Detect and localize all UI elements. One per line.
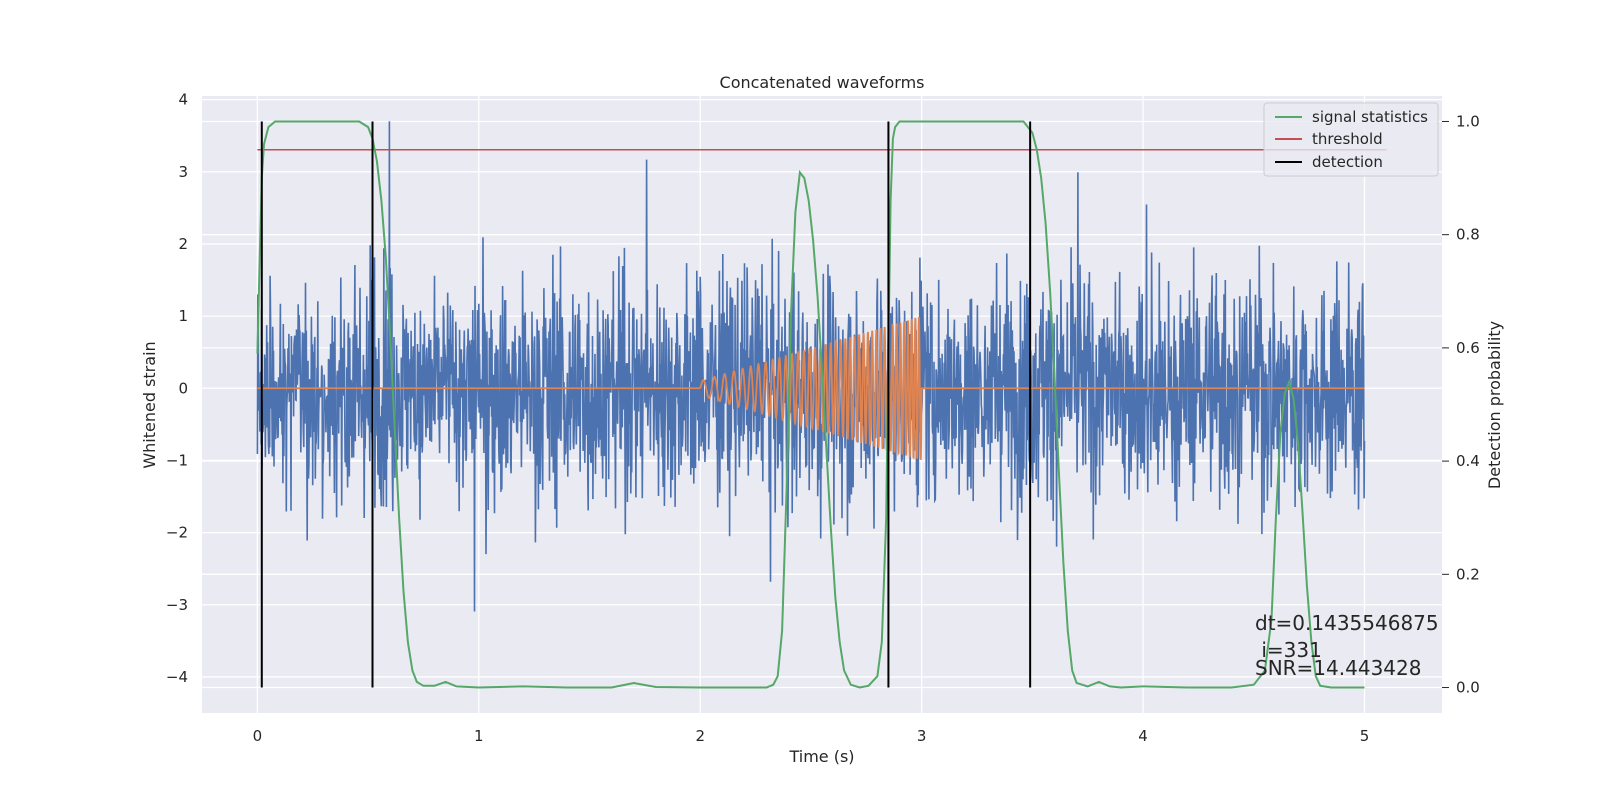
legend-label-detection: detection: [1312, 153, 1383, 171]
y-right-tick-label: 0.0: [1456, 679, 1480, 697]
x-tick-label: 2: [695, 727, 705, 745]
y-tick-label: −3: [166, 596, 188, 614]
y-tick-label: −1: [166, 451, 188, 469]
y-tick-label: 3: [178, 163, 188, 181]
strain-noise-series: [256, 121, 1366, 612]
axes: 0 1 2 3 4 5 −4 −3 −2 −1 0 1 2 3 4 0.0 0.2 0.4 0.6 0.8 1.0: [166, 91, 1480, 745]
x-tick-label: 1: [474, 727, 484, 745]
y-tick-label: 0: [178, 379, 188, 397]
x-tick-label: 5: [1360, 727, 1370, 745]
x-tick-label: 0: [253, 727, 263, 745]
annotation-dt: dt=0.1435546875: [1255, 611, 1439, 635]
y-axis-title: Whitened strain: [140, 341, 159, 468]
signal-statistics-series: [256, 120, 1365, 689]
legend-label-threshold: threshold: [1312, 130, 1383, 148]
y-right-tick-label: 1.0: [1456, 112, 1480, 130]
y-right-tick-label: 0.4: [1456, 452, 1480, 470]
y-right-tick-label: 0.6: [1456, 339, 1480, 357]
y-tick-label: 4: [178, 91, 188, 109]
x-axis-title: Time (s): [788, 747, 854, 766]
injected-waveform-series: [257, 316, 1365, 461]
y-right-tick-label: 0.2: [1456, 565, 1480, 583]
right-y-axis-title: Detection probability: [1485, 321, 1504, 489]
x-tick-label: 3: [917, 727, 927, 745]
chart-title: Concatenated waveforms: [720, 73, 925, 92]
y-right-tick-label: 0.8: [1456, 226, 1480, 244]
legend-label-signal-statistics: signal statistics: [1312, 108, 1428, 126]
x-tick-label: 4: [1138, 727, 1148, 745]
legend: signal statistics threshold detection: [1263, 102, 1439, 177]
annotation-snr: SNR=14.443428: [1255, 656, 1421, 680]
plot-layer: [256, 120, 1387, 689]
y-tick-label: −4: [166, 668, 188, 686]
y-tick-label: −2: [166, 524, 188, 542]
legend-box: [1263, 102, 1439, 177]
annotation-index: i=331: [1255, 638, 1322, 662]
y-tick-label: 1: [178, 307, 188, 325]
y-tick-label: 2: [178, 235, 188, 253]
